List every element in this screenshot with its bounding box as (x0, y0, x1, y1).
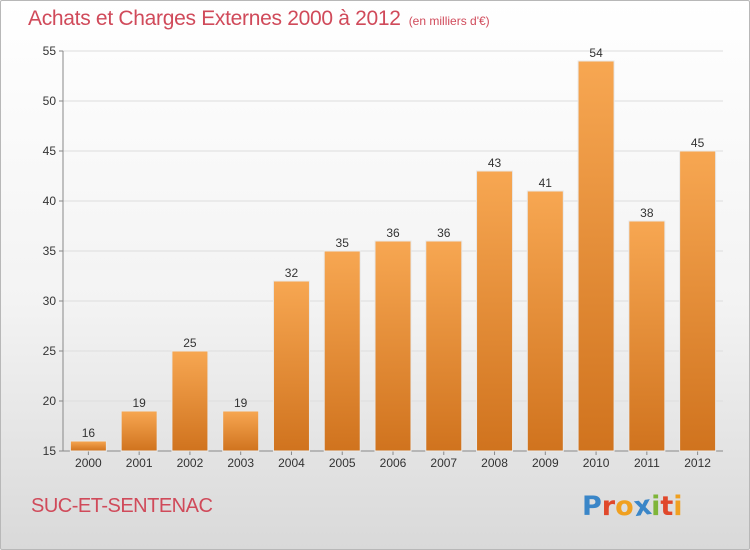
logo-letter: i (651, 491, 661, 522)
y-tick-label: 55 (43, 44, 57, 58)
bar-2002 (171, 350, 209, 452)
x-tick-label: 2003 (227, 456, 254, 470)
bar-2008 (476, 170, 514, 452)
bar-value-label: 38 (640, 206, 654, 220)
bar-value-label: 36 (437, 226, 451, 240)
x-tick-label: 2009 (532, 456, 559, 470)
x-tick-label: 2011 (634, 456, 660, 470)
y-tick-label: 30 (43, 294, 57, 308)
bar-2011 (628, 220, 666, 452)
bar-value-label: 32 (285, 266, 299, 280)
x-tick-label: 2000 (75, 456, 102, 470)
logo-letter: t (660, 491, 674, 522)
bar-2000 (69, 440, 107, 452)
logo-letter: o (615, 491, 634, 522)
bar-value-label: 19 (234, 396, 248, 410)
chart-subtitle: (en milliers d'€) (408, 14, 490, 28)
bar-value-label: 41 (539, 176, 553, 190)
bar-2004 (272, 280, 310, 452)
bar-2009 (526, 190, 564, 452)
y-tick-label: 40 (43, 194, 57, 208)
bar-2007 (425, 240, 463, 452)
bar-value-label: 35 (336, 236, 350, 250)
bar-value-label: 45 (691, 136, 705, 150)
bar-2006 (374, 240, 412, 452)
bar-value-label: 43 (488, 156, 502, 170)
bar-2012 (679, 150, 717, 452)
commune-name: SUC-ET-SENTENAC (31, 495, 213, 517)
x-tick-label: 2006 (380, 456, 407, 470)
logo-letter: i (673, 491, 683, 522)
bar-2010 (577, 60, 615, 452)
labels: 15 20 25 30 35 40 45 50 55 16 2000 19 2001 25 2002 19 20… (43, 44, 712, 470)
chart-title-text: Achats et Charges Externes 2000 à 2012 (28, 7, 401, 30)
logo-letter: r (601, 491, 616, 522)
x-tick-label: 2007 (430, 456, 457, 470)
y-tick-label: 45 (43, 144, 57, 158)
x-tick-label: 2001 (126, 456, 153, 470)
bar-value-label: 16 (82, 426, 96, 440)
y-tick-label: 25 (43, 344, 57, 358)
bar-2001 (120, 410, 158, 452)
bars (69, 60, 717, 452)
y-tick-label: 50 (43, 94, 57, 108)
bar-value-label: 25 (183, 336, 197, 350)
bar-value-label: 19 (132, 396, 146, 410)
x-tick-label: 2004 (278, 456, 305, 470)
x-tick-label: 2005 (329, 456, 356, 470)
x-tick-label: 2012 (684, 456, 711, 470)
bar-value-label: 54 (589, 46, 603, 60)
bar-value-label: 36 (386, 226, 400, 240)
proxiti-logo: Proxiti (582, 489, 683, 524)
logo-letter: P (582, 491, 602, 522)
bar-2003 (222, 410, 260, 452)
y-tick-label: 35 (43, 244, 57, 258)
logo-letter: x (631, 489, 654, 524)
y-tick-label: 20 (43, 394, 57, 408)
chart-title: Achats et Charges Externes 2000 à 2012 (e… (28, 7, 490, 31)
bar-2005 (323, 250, 361, 452)
x-tick-label: 2010 (583, 456, 610, 470)
y-tick-label: 15 (43, 444, 57, 458)
x-tick-label: 2008 (481, 456, 508, 470)
x-tick-label: 2002 (177, 456, 204, 470)
